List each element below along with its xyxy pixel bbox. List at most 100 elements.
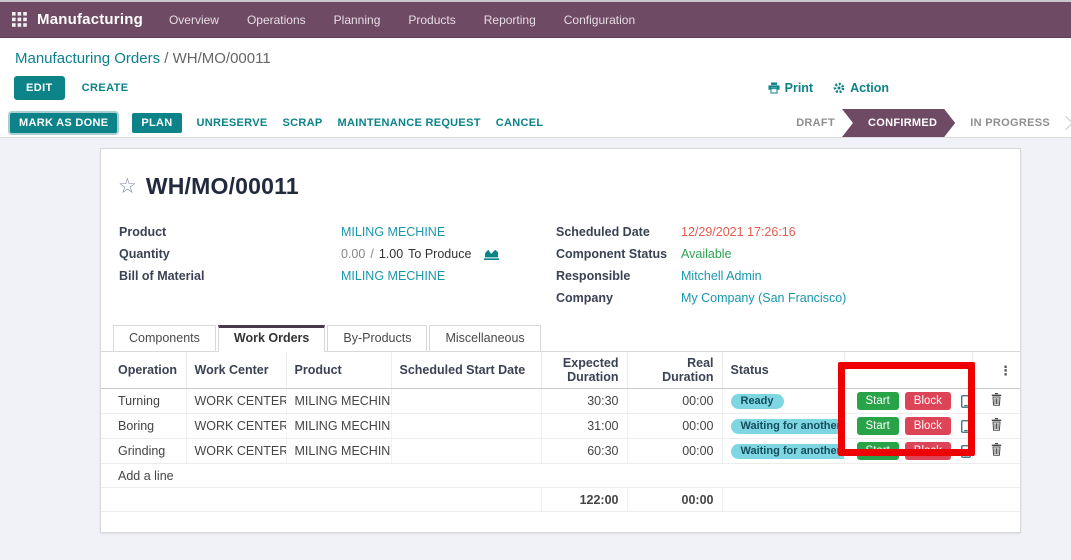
field-bill-of-material: Bill of Material MILING MECHINE <box>119 265 556 287</box>
statusbar: MARK AS DONE PLAN UNRESERVE SCRAP MAINTE… <box>0 109 1071 138</box>
breadcrumb-current: WH/MO/00011 <box>173 50 271 67</box>
tablet-view-icon[interactable] <box>961 395 971 408</box>
scrap-button[interactable]: SCRAP <box>283 117 323 129</box>
cell-delete <box>972 414 1020 439</box>
cell-operation: Turning <box>101 389 186 414</box>
cell-delete <box>972 389 1020 414</box>
gear-icon <box>833 82 845 94</box>
block-button[interactable]: Block <box>905 417 951 435</box>
product-label: Product <box>119 225 341 239</box>
cell-expected-duration: 31:00 <box>541 414 627 439</box>
edit-button[interactable]: EDIT <box>14 76 65 100</box>
apps-grid-icon[interactable] <box>12 12 27 27</box>
nav-item-overview[interactable]: Overview <box>169 13 219 27</box>
field-responsible: Responsible Mitchell Admin <box>556 265 1020 287</box>
notebook-tabs: Components Work Orders By-Products Misce… <box>101 325 1020 352</box>
statusbar-buttons: MARK AS DONE PLAN UNRESERVE SCRAP MAINTE… <box>10 113 543 133</box>
tablet-view-icon[interactable] <box>961 420 971 433</box>
favorite-star-icon[interactable]: ☆ <box>118 176 137 197</box>
tab-miscellaneous[interactable]: Miscellaneous <box>429 325 540 352</box>
table-row[interactable]: Grinding WORK CENTER 3 MILING MECHINE 60… <box>101 439 1020 464</box>
product-value-link[interactable]: MILING MECHINE <box>341 225 445 239</box>
cell-real-duration: 00:00 <box>627 439 722 464</box>
work-orders-table: Operation Work Center Product Scheduled … <box>101 352 1020 512</box>
plan-button[interactable]: PLAN <box>132 113 181 133</box>
breadcrumb-separator: / <box>164 50 172 67</box>
table-header-row: Operation Work Center Product Scheduled … <box>101 352 1020 389</box>
col-options: ⋮ <box>972 352 1020 389</box>
unreserve-button[interactable]: UNRESERVE <box>197 117 268 129</box>
bom-value-link[interactable]: MILING MECHINE <box>341 269 445 283</box>
status-badge: Waiting for another WO <box>731 444 845 459</box>
nav-menu: Overview Operations Planning Products Re… <box>169 13 635 27</box>
cell-work-center: WORK CENTER 2 <box>186 414 286 439</box>
status-badge: Ready <box>731 394 784 409</box>
company-value-link[interactable]: My Company (San Francisco) <box>681 291 846 305</box>
cell-work-center: WORK CENTER 3 <box>186 439 286 464</box>
optional-columns-icon[interactable]: ⋮ <box>981 364 1013 377</box>
action-menu[interactable]: Action <box>833 81 889 95</box>
cell-product: MILING MECHINE <box>286 439 391 464</box>
breadcrumb-parent-link[interactable]: Manufacturing Orders <box>15 50 160 67</box>
nav-item-reporting[interactable]: Reporting <box>484 13 536 27</box>
tab-work-orders[interactable]: Work Orders <box>218 325 326 352</box>
field-company: Company My Company (San Francisco) <box>556 287 1020 309</box>
cancel-button[interactable]: CANCEL <box>496 117 544 129</box>
nav-item-products[interactable]: Products <box>408 13 455 27</box>
tab-by-products[interactable]: By-Products <box>327 325 427 352</box>
cell-work-center: WORK CENTER 1 <box>186 389 286 414</box>
control-panel-buttons-row: EDIT CREATE Print <box>0 69 1071 109</box>
create-button[interactable]: CREATE <box>82 82 129 94</box>
start-button[interactable]: Start <box>857 442 899 460</box>
col-actions <box>844 352 972 389</box>
col-product: Product <box>286 352 391 389</box>
nav-item-configuration[interactable]: Configuration <box>564 13 635 27</box>
field-scheduled-date: Scheduled Date 12/29/2021 17:26:16 <box>556 221 1020 243</box>
table-row[interactable]: Turning WORK CENTER 1 MILING MECHINE 30:… <box>101 389 1020 414</box>
add-a-line-row: Add a line <box>101 464 1020 488</box>
print-label: Print <box>785 81 813 95</box>
nav-item-planning[interactable]: Planning <box>334 13 381 27</box>
quantity-label: Quantity <box>119 247 341 261</box>
component-status-value: Available <box>681 247 732 261</box>
quantity-value: 0.00 / 1.00 To Produce <box>341 247 499 261</box>
col-work-center: Work Center <box>186 352 286 389</box>
field-group-right: Scheduled Date 12/29/2021 17:26:16 Compo… <box>556 221 1020 309</box>
start-button[interactable]: Start <box>857 417 899 435</box>
print-menu[interactable]: Print <box>768 81 813 95</box>
status-badge: Waiting for another WO <box>731 419 845 434</box>
state-draft[interactable]: DRAFT <box>778 109 853 137</box>
tablet-view-icon[interactable] <box>961 445 971 458</box>
quantity-produced: 0.00 <box>341 247 365 261</box>
cell-scheduled-start-date <box>391 439 541 464</box>
nav-item-operations[interactable]: Operations <box>247 13 306 27</box>
state-confirmed[interactable]: CONFIRMED <box>842 109 955 137</box>
field-component-status: Component Status Available <box>556 243 1020 265</box>
mark-as-done-button[interactable]: MARK AS DONE <box>10 113 117 133</box>
cell-status: Ready <box>722 389 844 414</box>
status-pipeline: DRAFT CONFIRMED IN PROGRESS <box>778 109 1071 137</box>
trash-icon[interactable] <box>991 418 1002 431</box>
top-navbar: Manufacturing Overview Operations Planni… <box>0 2 1071 38</box>
block-button[interactable]: Block <box>905 442 951 460</box>
action-label: Action <box>850 81 889 95</box>
start-button[interactable]: Start <box>857 392 899 410</box>
forecast-chart-icon[interactable] <box>484 248 499 260</box>
maintenance-request-button[interactable]: MAINTENANCE REQUEST <box>338 117 481 129</box>
manufacturing-order-sheet: ☆ WH/MO/00011 Product MILING MECHINE Qua… <box>100 148 1021 533</box>
tab-components[interactable]: Components <box>113 325 216 352</box>
total-real-duration: 00:00 <box>627 488 722 512</box>
table-row[interactable]: Boring WORK CENTER 2 MILING MECHINE 31:0… <box>101 414 1020 439</box>
field-group-left: Product MILING MECHINE Quantity 0.00 / 1… <box>119 221 556 309</box>
add-a-line-link[interactable]: Add a line <box>101 464 1020 488</box>
field-product: Product MILING MECHINE <box>119 221 556 243</box>
block-button[interactable]: Block <box>905 392 951 410</box>
field-groups: Product MILING MECHINE Quantity 0.00 / 1… <box>101 221 1020 309</box>
trash-icon[interactable] <box>991 393 1002 406</box>
cell-actions: Start Block <box>844 414 972 439</box>
responsible-value-link[interactable]: Mitchell Admin <box>681 269 762 283</box>
trash-icon[interactable] <box>991 443 1002 456</box>
app-name[interactable]: Manufacturing <box>37 11 143 28</box>
control-panel-actions: Print Action <box>768 81 889 95</box>
state-in-progress[interactable]: IN PROGRESS <box>944 109 1068 137</box>
